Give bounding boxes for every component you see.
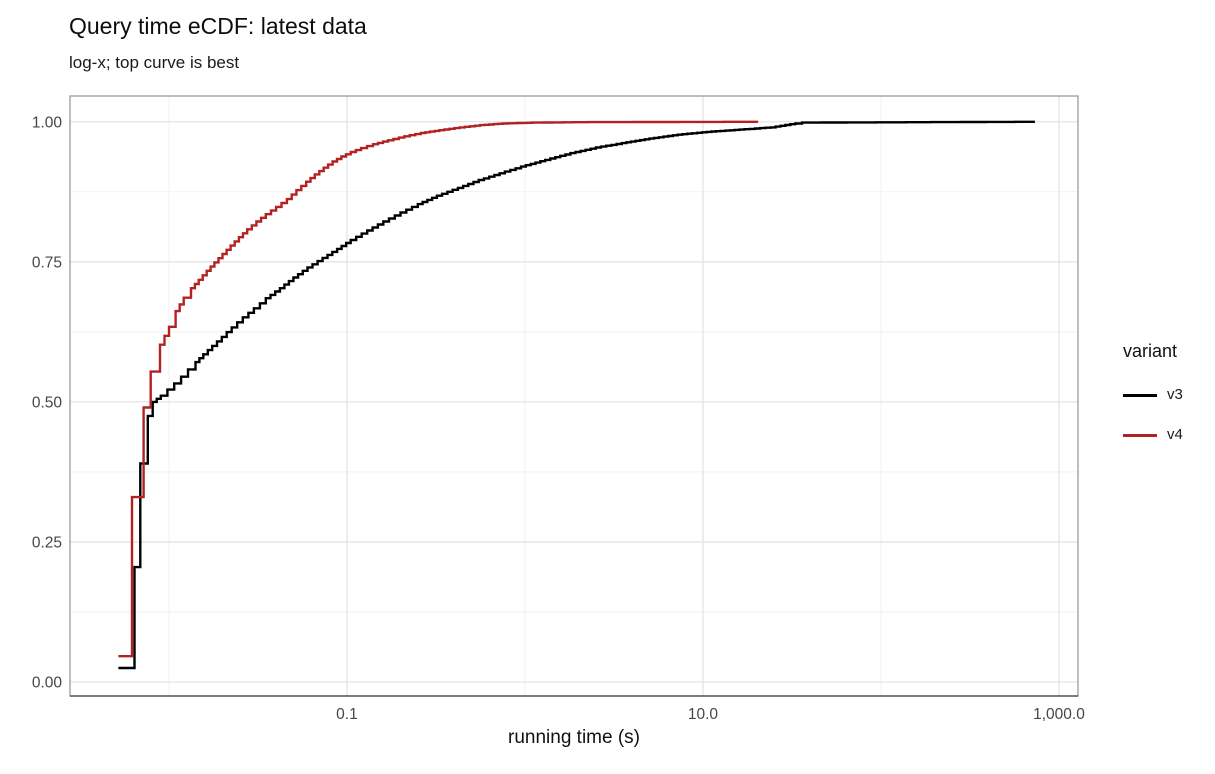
series-line-v3 [118,120,1035,670]
legend-title: variant [1123,341,1178,361]
grid-minor [70,96,1078,696]
legend-key-line-v4 [1123,434,1157,437]
y-tick-label: 0.75 [32,254,62,271]
chart-title: Query time eCDF: latest data [69,13,367,39]
x-tick-label: 0.1 [336,706,358,723]
y-tick-label: 0.50 [32,394,63,411]
chart-subtitle: log-x; top curve is best [69,53,240,72]
legend-item-label-v4: v4 [1167,426,1183,443]
y-tick-label: 0.25 [32,534,62,551]
panel-background [70,96,1078,696]
x-axis-title: running time (s) [508,727,640,748]
x-tick-label: 1,000.0 [1033,706,1085,723]
grid-major [70,96,1078,696]
x-tick-label: 10.0 [688,706,719,723]
legend: variant v3 v4 [1105,337,1215,457]
y-tick-label: 1.00 [32,114,63,131]
legend-key-line-v3 [1123,394,1157,397]
y-tick-label: 0.00 [32,674,63,691]
legend-item-label-v3: v3 [1167,386,1183,403]
series-line-v4 [118,120,759,658]
